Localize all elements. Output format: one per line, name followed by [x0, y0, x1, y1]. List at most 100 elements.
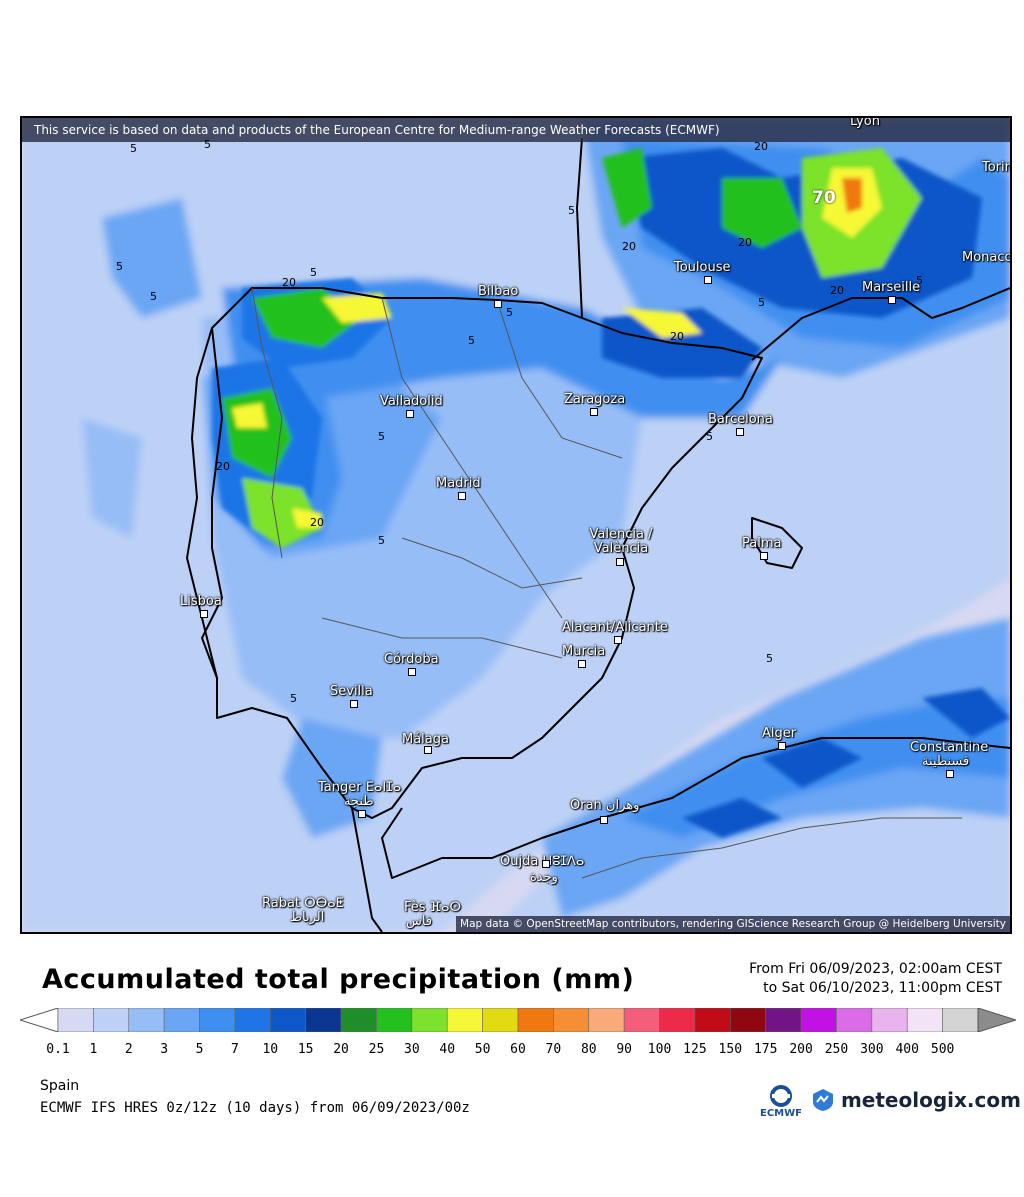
meteologix-logo[interactable]: meteologix.com [812, 1088, 1021, 1112]
contour-label: 5 [378, 430, 385, 443]
city-constantine-ar: قسنطينة [922, 754, 970, 769]
city-dot [590, 408, 598, 416]
city-marseille: Marseille [862, 280, 921, 295]
legend-tick-label: 150 [718, 1042, 743, 1057]
city-valladolid: Valladolid [380, 394, 443, 409]
city-alger: Alger [762, 726, 797, 741]
legend-tick-label: 7 [231, 1042, 239, 1057]
contour-label: 5 [568, 204, 575, 217]
city-torino: Torin [982, 160, 1012, 175]
city-dot [946, 770, 954, 778]
city-dot [458, 492, 466, 500]
contour-label: 20 [282, 276, 296, 289]
valid-from-time: From Fri 06/09/2023, 02:00am CEST [749, 961, 1002, 977]
legend-swatch [517, 1008, 554, 1032]
legend-tick-label: 125 [683, 1042, 707, 1057]
city-dot [616, 558, 624, 566]
legend-tick-label: 25 [368, 1042, 385, 1057]
contour-label: 5 [506, 306, 513, 319]
contour-label: 5 [130, 142, 137, 155]
legend-tick-label: 1 [89, 1042, 98, 1057]
contour-label: 5 [758, 296, 765, 309]
city-dot [200, 610, 208, 618]
legend-swatch [411, 1008, 448, 1032]
legend-tick-label: 40 [439, 1042, 456, 1057]
city-oran: Oran وهران [570, 798, 640, 813]
legend-tick-label: 15 [297, 1042, 314, 1057]
city-tanger-ar: طنجة [344, 794, 374, 809]
city-cordoba: Córdoba [384, 652, 439, 667]
legend-tick-label: 250 [824, 1042, 849, 1057]
contour-label: 5 [378, 534, 385, 547]
product-title: Accumulated total precipitation (mm) [42, 964, 635, 995]
city-rabat-ar: الرباط [290, 910, 325, 925]
legend-tick-label: 3 [160, 1042, 169, 1057]
contour-label: 20 [670, 330, 684, 343]
city-malaga: Málaga [402, 732, 449, 747]
legend-swatch [482, 1008, 519, 1032]
city-constantine: Constantine [910, 740, 989, 755]
legend-swatch [906, 1008, 943, 1032]
legend-swatch [57, 1008, 94, 1032]
city-dot [350, 700, 358, 708]
city-dot [578, 660, 586, 668]
contour-label: 20 [830, 284, 844, 297]
legend-swatch [93, 1008, 130, 1032]
city-dot [614, 636, 622, 644]
legend-swatch [942, 1008, 979, 1032]
contour-label: 5 [116, 260, 123, 273]
legend-tick-label: 60 [510, 1042, 526, 1057]
city-barcelona: Barcelona [708, 412, 773, 427]
city-fes-ar: فاس [406, 914, 433, 929]
model-run-info: ECMWF IFS HRES 0z/12z (10 days) from 06/… [40, 1100, 470, 1116]
legend-tick-labels: 0.1 1 2 3 5 7 10 15 20 25 30 40 50 60 70 80 90 100 125 150 1… [0, 1042, 1024, 1062]
legend-swatch [163, 1008, 200, 1032]
legend-swatch [588, 1008, 625, 1032]
legend-tick-label: 500 [930, 1042, 955, 1057]
legend-tick-label: 5 [195, 1042, 204, 1057]
city-monaco: Monaco [962, 250, 1012, 265]
city-dot [888, 296, 896, 304]
city-tanger: Tanger ⴹⴰⵏⵊⴰ [318, 780, 402, 795]
valid-to-time: to Sat 06/10/2023, 11:00pm CEST [763, 980, 1002, 996]
legend-swatch [871, 1008, 908, 1032]
city-oujda-ar: وجدة [530, 870, 558, 885]
city-bilbao: Bilbao [478, 284, 519, 299]
city-dot [760, 552, 768, 560]
city-valencia: Valencia / València [589, 527, 653, 556]
legend-swatch [730, 1008, 766, 1032]
legend-tick-label: 400 [895, 1042, 919, 1057]
city-dot [406, 410, 414, 418]
city-madrid: Madrid [436, 476, 481, 491]
contour-label: 20 [754, 140, 768, 153]
ecmwf-logo-text: ECMWF [760, 1108, 802, 1119]
precipitation-field [22, 118, 1010, 932]
city-dot [358, 810, 366, 818]
map-attribution[interactable]: Map data © OpenStreetMap contributors, r… [456, 916, 1010, 932]
legend-swatch [234, 1008, 271, 1032]
contour-label: 5 [706, 430, 713, 443]
contour-label: 5 [766, 652, 773, 665]
legend-swatch [270, 1008, 306, 1032]
legend-swatch [199, 1008, 236, 1032]
city-dot [778, 742, 786, 750]
legend-low-arrow [20, 1008, 59, 1032]
legend-swatch [376, 1008, 413, 1032]
legend-tick-label: 0.1 [46, 1042, 70, 1057]
city-fes: Fès ⴼⴰⵙ [404, 900, 461, 915]
legend-tick-label: 80 [580, 1042, 597, 1057]
legend-swatch [800, 1008, 837, 1032]
city-lisboa: Lisboa [180, 594, 222, 609]
city-alicante: Alacant/Alicante [562, 620, 668, 635]
contour-label: 5 [204, 138, 211, 151]
ecmwf-logo[interactable]: ECMWF [756, 1084, 806, 1122]
legend-swatch [623, 1008, 660, 1032]
city-palma: Palma [742, 536, 782, 551]
city-dot [494, 300, 502, 308]
legend-tick-label: 100 [647, 1042, 672, 1057]
city-zaragoza: Zaragoza [564, 392, 626, 407]
city-sevilla: Sevilla [330, 684, 373, 699]
legend-swatch [128, 1008, 165, 1032]
precipitation-map[interactable]: This service is based on data and produc… [20, 116, 1012, 934]
contour-label: 20 [216, 460, 230, 473]
